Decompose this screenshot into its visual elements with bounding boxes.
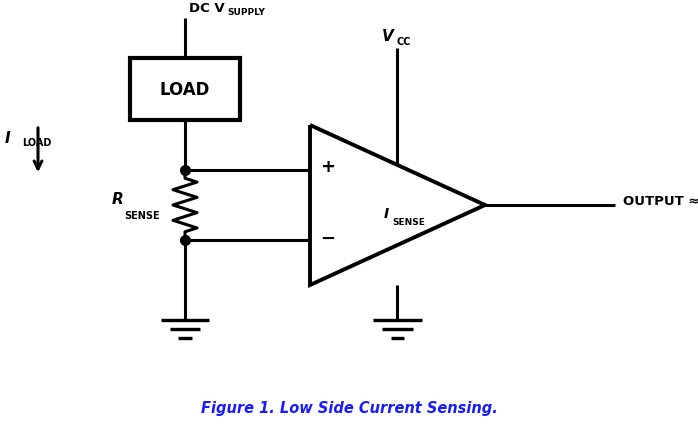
Text: SENSE: SENSE (392, 218, 425, 227)
Text: I: I (5, 131, 10, 146)
Text: SUPPLY: SUPPLY (227, 8, 265, 17)
Text: Figure 1. Low Side Current Sensing.: Figure 1. Low Side Current Sensing. (200, 401, 498, 415)
Text: CC: CC (396, 37, 411, 47)
Text: −: − (320, 230, 336, 248)
Text: LOAD: LOAD (22, 138, 52, 147)
Text: OUTPUT ≈ I: OUTPUT ≈ I (623, 195, 698, 208)
Text: SENSE: SENSE (124, 211, 160, 221)
Text: V: V (382, 29, 394, 44)
Text: DC V: DC V (189, 2, 225, 15)
Text: +: + (320, 157, 336, 175)
FancyBboxPatch shape (130, 59, 240, 121)
Text: I: I (383, 206, 389, 221)
Text: LOAD: LOAD (160, 81, 210, 99)
Text: R: R (111, 192, 123, 207)
